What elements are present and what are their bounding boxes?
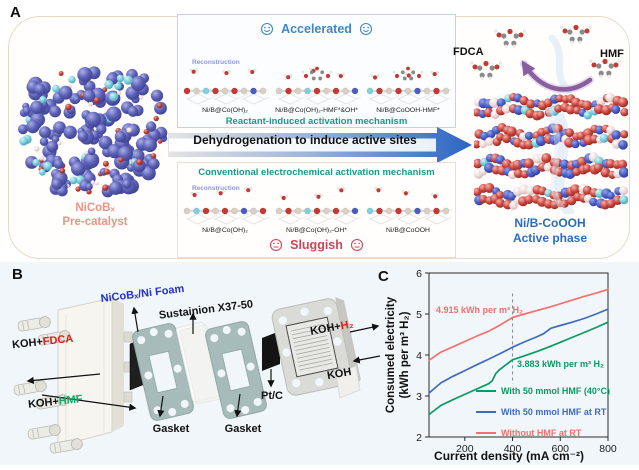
legend-swatch-red xyxy=(476,431,496,434)
sluggish-title-row: Sluggish xyxy=(178,236,455,254)
svg-text:4: 4 xyxy=(416,350,422,362)
ptc-label: Pt/C xyxy=(261,390,283,402)
consumed-electricity-chart: 200 400 600 800 2 3 4 5 6 4.915 kWh per m³ H₂ 3.… xyxy=(394,264,624,466)
legend-item: Without HMF at RT xyxy=(476,422,610,443)
svg-text:600: 600 xyxy=(552,443,570,455)
surface-diagram xyxy=(366,66,452,105)
bolt-fittings xyxy=(13,316,83,454)
electrolyzer-exploded-view xyxy=(13,297,381,454)
pre-catalyst-label: NiCoBₓ Pre-catalyst xyxy=(25,201,165,229)
annotation-with-hmf: 3.883 kWh per m³ H₂ xyxy=(517,359,605,369)
ptc-cathode xyxy=(262,331,280,371)
active-phase-subtitle: Active phase xyxy=(512,231,588,245)
active-phase-structure-illustration xyxy=(474,92,628,214)
legend-swatch-green xyxy=(476,389,496,392)
neutral-face-icon xyxy=(350,238,363,252)
surface-diagram xyxy=(275,66,361,105)
accelerated-steps: Ni/B@Co(OH)₂ Ni/B@Co(OH)₂-HMF*&OH* Ni/B@… xyxy=(178,38,455,115)
accelerated-title-row: Accelerated xyxy=(178,20,455,38)
active-phase-name: Ni/B-CoOOH xyxy=(514,216,586,230)
accelerated-mechanism-label: Reactant-induced activation mechanism xyxy=(225,116,408,127)
pre-catalyst-subtitle: Pre-catalyst xyxy=(62,216,128,228)
step-label: Ni/B@Co(OH)₂ xyxy=(202,107,248,114)
surface-diagram xyxy=(275,187,361,225)
svg-text:5: 5 xyxy=(416,309,422,321)
svg-text:2: 2 xyxy=(416,432,422,444)
annotation-arrows xyxy=(26,306,381,418)
reconstruction-label: Reconstruction xyxy=(192,185,240,192)
accelerated-title: Accelerated xyxy=(281,22,352,36)
step-label: Ni/B@Co(OH)₂-OH* xyxy=(286,227,347,234)
gasket-1 xyxy=(132,323,194,421)
legend-label: Without HMF at RT xyxy=(501,427,582,438)
pre-catalyst-name: NiCoBₓ xyxy=(75,202,115,214)
conventional-pathway-box: Conventional electrochemical activation … xyxy=(177,162,456,258)
smiley-icon xyxy=(359,22,372,36)
svg-text:200: 200 xyxy=(456,443,474,455)
neutral-face-icon xyxy=(270,238,283,252)
step-label: Ni/B@Co(OH)₂-HMF*&OH* xyxy=(275,107,358,114)
conventional-step-2: Ni/B@Co(OH)₂-OH* xyxy=(272,178,362,235)
svg-text:6: 6 xyxy=(416,268,422,280)
pre-catalyst-cluster-illustration xyxy=(18,66,168,198)
legend-label: With 50 mmol HMF at RT xyxy=(501,406,607,417)
surface-diagram xyxy=(366,187,452,225)
step-label: Ni/B@Co(OH)₂ xyxy=(202,227,248,234)
chart-plot-area: 200 400 600 800 2 3 4 5 6 xyxy=(416,268,617,455)
svg-text:400: 400 xyxy=(504,443,522,455)
hmf-species: HMF xyxy=(58,393,84,408)
accelerated-step-3: Ni/B@CoOOH-HMF* xyxy=(363,38,453,115)
step-label: Ni/B@CoOOH-HMF* xyxy=(376,107,440,114)
surface-diagram xyxy=(183,68,269,105)
legend-item: With 50 mmol HMF (40°C) xyxy=(476,380,610,401)
accelerated-step-1: Ni/B@Co(OH)₂ xyxy=(180,38,270,115)
right-end-plate xyxy=(271,297,361,396)
fdca-hmf-molecules-illustration xyxy=(470,24,621,94)
legend-item: With 50 mmol HMF at RT xyxy=(476,401,610,422)
svg-text:800: 800 xyxy=(599,443,617,455)
gasket-2 xyxy=(205,321,267,419)
left-end-plate xyxy=(13,297,133,454)
conventional-steps: Ni/B@Co(OH)₂ Ni/B@Co(OH)₂-OH* Ni/B@CoOOH xyxy=(178,178,455,235)
outlet-port xyxy=(335,365,361,399)
svg-text:3: 3 xyxy=(416,391,422,403)
conventional-step-1: Ni/B@Co(OH)₂ xyxy=(180,178,270,235)
sluggish-title: Sluggish xyxy=(290,238,343,252)
legend-swatch-blue xyxy=(476,410,496,413)
active-phase-label: Ni/B-CoOOH Active phase xyxy=(480,216,620,246)
smiley-icon xyxy=(261,22,274,36)
accelerated-pathway-box: Accelerated Ni/B@Co(OH)₂ Ni/B@Co(OH)₂-HM… xyxy=(177,14,456,128)
reconstruction-label: Reconstruction xyxy=(192,59,240,66)
step-label: Ni/B@CoOOH xyxy=(386,227,430,234)
conventional-mechanism-label: Conventional electrochemical activation … xyxy=(198,167,435,178)
panel-c-label: C xyxy=(378,268,389,285)
legend-label: With 50 mmol HMF (40°C) xyxy=(501,385,611,396)
chart-legend: With 50 mmol HMF (40°C) With 50 mmol HMF… xyxy=(476,380,610,443)
accelerated-step-2: Ni/B@Co(OH)₂-HMF*&OH* xyxy=(272,38,362,115)
x-axis-label: Current density (mA cm⁻²) xyxy=(434,449,584,463)
panel-a-label: A xyxy=(10,4,21,21)
annotation-without-hmf: 4.915 kWh per m³ H₂ xyxy=(436,305,524,315)
gasket-label-1: Gasket xyxy=(152,423,190,435)
panel-b-label: B xyxy=(12,266,23,283)
gasket-label-2: Gasket xyxy=(224,423,262,435)
conventional-step-3: Ni/B@CoOOH xyxy=(363,178,453,235)
dehydrogenation-arrow-text: Dehydrogenation to induce active sites xyxy=(193,133,417,147)
h2-species: H₂ xyxy=(339,318,355,333)
dehydrogenation-arrow xyxy=(168,127,472,163)
surface-diagram xyxy=(183,187,269,225)
fdca-label: FDCA xyxy=(453,46,484,58)
hmf-label: HMF xyxy=(600,48,624,60)
